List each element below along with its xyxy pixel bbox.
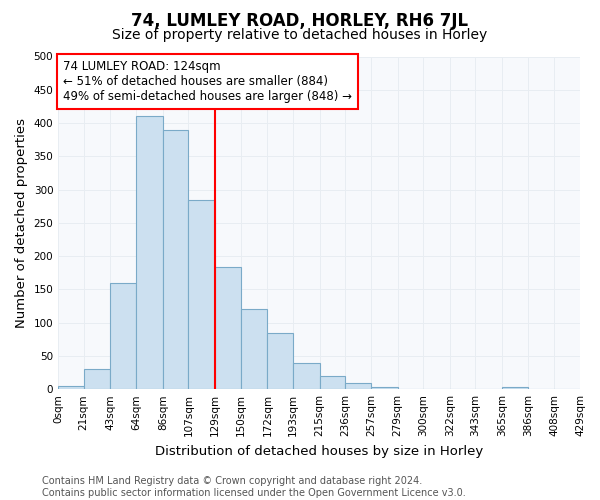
Bar: [188, 200, 215, 389]
Bar: [268, 332, 293, 389]
Text: 74 LUMLEY ROAD: 124sqm
← 51% of detached houses are smaller (884)
49% of semi-de: 74 LUMLEY ROAD: 124sqm ← 51% of detached…: [64, 60, 352, 103]
Bar: [163, 130, 188, 389]
Bar: [215, 268, 241, 389]
Y-axis label: Number of detached properties: Number of detached properties: [15, 118, 28, 328]
Bar: [345, 382, 371, 389]
Bar: [241, 310, 268, 389]
Bar: [110, 282, 136, 389]
Bar: [58, 386, 84, 389]
Text: Contains HM Land Registry data © Crown copyright and database right 2024.
Contai: Contains HM Land Registry data © Crown c…: [42, 476, 466, 498]
Bar: [371, 387, 398, 389]
Bar: [320, 376, 345, 389]
Bar: [293, 362, 320, 389]
Bar: [136, 116, 163, 389]
X-axis label: Distribution of detached houses by size in Horley: Distribution of detached houses by size …: [155, 444, 483, 458]
Text: Size of property relative to detached houses in Horley: Size of property relative to detached ho…: [112, 28, 488, 42]
Text: 74, LUMLEY ROAD, HORLEY, RH6 7JL: 74, LUMLEY ROAD, HORLEY, RH6 7JL: [131, 12, 469, 30]
Bar: [502, 387, 527, 389]
Bar: [84, 369, 110, 389]
